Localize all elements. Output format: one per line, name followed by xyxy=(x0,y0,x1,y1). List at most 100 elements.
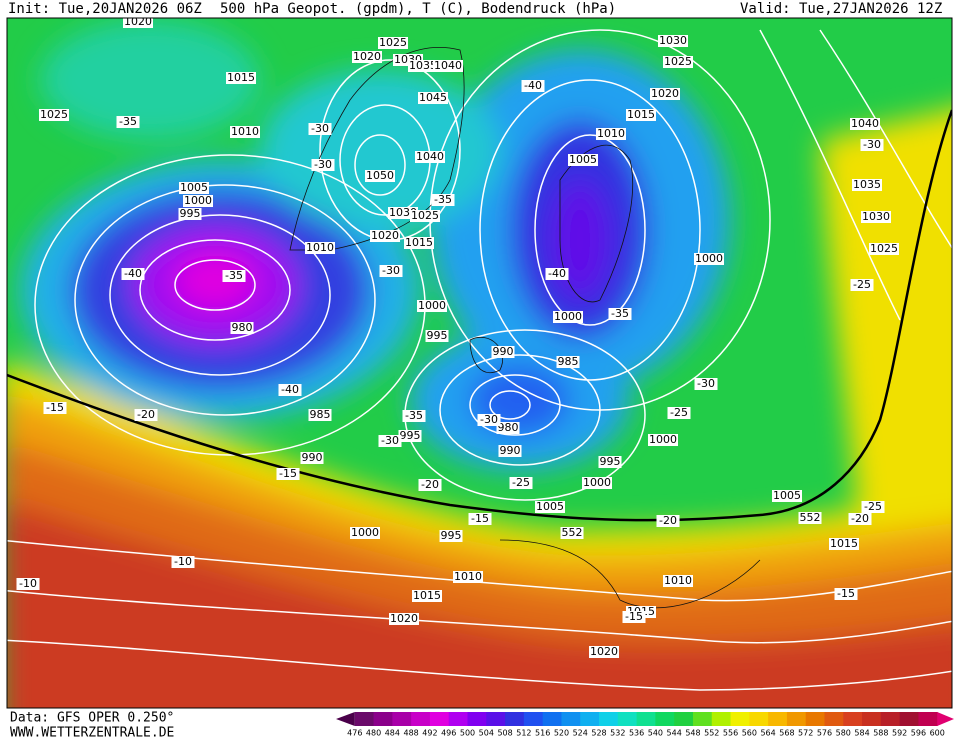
temperature-label-box xyxy=(545,268,569,280)
pressure-label: 552 xyxy=(800,511,821,524)
temperature-label: -15 xyxy=(471,512,489,525)
pressure-label-box xyxy=(648,434,678,446)
colorbar-swatch xyxy=(599,712,619,726)
temperature-label: -20 xyxy=(659,514,677,527)
contour-552 xyxy=(7,109,952,522)
colorbar-swatch xyxy=(617,712,638,726)
pressure-label: 1005 xyxy=(569,153,597,166)
pressure-label-box xyxy=(850,118,880,130)
temperature-label: -40 xyxy=(124,267,142,280)
temperature-label: -30 xyxy=(314,158,332,171)
pressure-label-box xyxy=(350,527,380,539)
pressure-label-box xyxy=(798,512,822,524)
pressure-label-box xyxy=(308,409,332,421)
pressure-label: 1015 xyxy=(830,537,858,550)
pressure-label: 1005 xyxy=(773,489,801,502)
colorbar-label: 484 xyxy=(385,729,400,738)
temperature-label: -40 xyxy=(548,267,566,280)
temperature-label: -35 xyxy=(405,409,423,422)
temperature-label-box xyxy=(431,194,455,206)
temperature-label-box xyxy=(418,479,442,491)
pressure-label: 990 xyxy=(500,444,521,457)
colorbar-swatch xyxy=(354,712,375,726)
temperature-label-box xyxy=(477,414,501,426)
temperature-label-box xyxy=(848,513,872,525)
pressure-label: 1015 xyxy=(627,108,655,121)
temperature-label-box xyxy=(860,139,884,151)
temperature-label: -15 xyxy=(837,587,855,600)
colorbar-label: 568 xyxy=(779,729,794,738)
pressure-label: 995 xyxy=(600,455,621,468)
colorbar-label: 516 xyxy=(535,729,550,738)
pressure-label: 985 xyxy=(310,408,331,421)
colorbar-label: 584 xyxy=(854,729,869,738)
pressure-label: 1010 xyxy=(231,125,259,138)
map-title: 500 hPa Geopot. (gpdm), T (C), Bodendruc… xyxy=(220,1,616,17)
pressure-label-box xyxy=(352,51,382,63)
colorbar-swatch xyxy=(655,712,675,726)
pressure-label: 1035 xyxy=(409,59,437,72)
pressure-label: 995 xyxy=(180,207,201,220)
colorbar-label: 476 xyxy=(347,729,362,738)
colorbar-swatch xyxy=(862,712,882,726)
pressure-label-box xyxy=(425,330,449,342)
pressure-label: 1025 xyxy=(40,108,68,121)
pressure-label: 1030 xyxy=(862,210,890,223)
colorbar-swatch xyxy=(373,712,393,726)
colorbar-label: 576 xyxy=(817,729,832,738)
pressure-label-box xyxy=(869,243,899,255)
pressure-label: 1020 xyxy=(124,15,152,28)
colorbar: 476 480 484 488 492 496 500 504 508 512 516 520 524 5… xyxy=(336,712,954,738)
temperature-label-box xyxy=(121,268,145,280)
temperature-label-box xyxy=(378,435,402,447)
colorbar-label: 580 xyxy=(836,729,851,738)
site: WWW.WETTERZENTRALE.DE xyxy=(10,726,174,741)
temperature-label-box xyxy=(509,477,533,489)
colorbar-swatch xyxy=(636,712,656,726)
pressure-label: 1020 xyxy=(651,87,679,100)
colorbar-label: 504 xyxy=(479,729,494,738)
pressure-label: 980 xyxy=(498,421,519,434)
colorbar-label: 480 xyxy=(366,729,381,738)
temperature-label: -15 xyxy=(279,467,297,480)
pressure-label-box xyxy=(829,538,859,550)
pressure-label: 1020 xyxy=(590,645,618,658)
pressure-label-box xyxy=(365,170,395,182)
colorbar-label: 492 xyxy=(422,729,437,738)
pressure-label-box xyxy=(535,501,565,513)
temperature-label-box xyxy=(850,279,874,291)
pressure-label-box xyxy=(378,37,408,49)
pressure-label-box xyxy=(226,72,256,84)
pressure-label: 1020 xyxy=(353,50,381,63)
pressure-label-box xyxy=(415,151,445,163)
temperature-label: -25 xyxy=(853,278,871,291)
pressure-label: 1025 xyxy=(870,242,898,255)
colorbar-label: 564 xyxy=(760,729,775,738)
temperature-label-box xyxy=(276,468,300,480)
temperature-label: -25 xyxy=(670,406,688,419)
temperature-label: -25 xyxy=(864,500,882,513)
pressure-label: 1010 xyxy=(597,127,625,140)
temperature-label-box xyxy=(622,611,646,623)
pressure-label: 990 xyxy=(302,451,323,464)
pressure-label-box xyxy=(498,445,522,457)
colorbar-label: 536 xyxy=(629,729,644,738)
colorbar-label: 560 xyxy=(742,729,757,738)
temperature-label-box xyxy=(656,515,680,527)
pressure-label-box xyxy=(230,322,254,334)
temperature-label: -20 xyxy=(851,512,869,525)
colorbar-swatch xyxy=(692,712,713,726)
colorbar-swatch xyxy=(392,712,412,726)
colorbar-label: 596 xyxy=(911,729,926,738)
pressure-label-box xyxy=(772,490,802,502)
colorbar-label: 520 xyxy=(554,729,569,738)
pressure-label-box xyxy=(589,646,619,658)
pressure-label: 1035 xyxy=(853,178,881,191)
pressure-label-box xyxy=(39,109,69,121)
pressure-label: 1015 xyxy=(227,71,255,84)
pressure-label: 1005 xyxy=(180,181,208,194)
pressure-label-box xyxy=(389,613,419,625)
colorbar-swatch xyxy=(580,712,600,726)
temperature-label-box xyxy=(521,80,545,92)
